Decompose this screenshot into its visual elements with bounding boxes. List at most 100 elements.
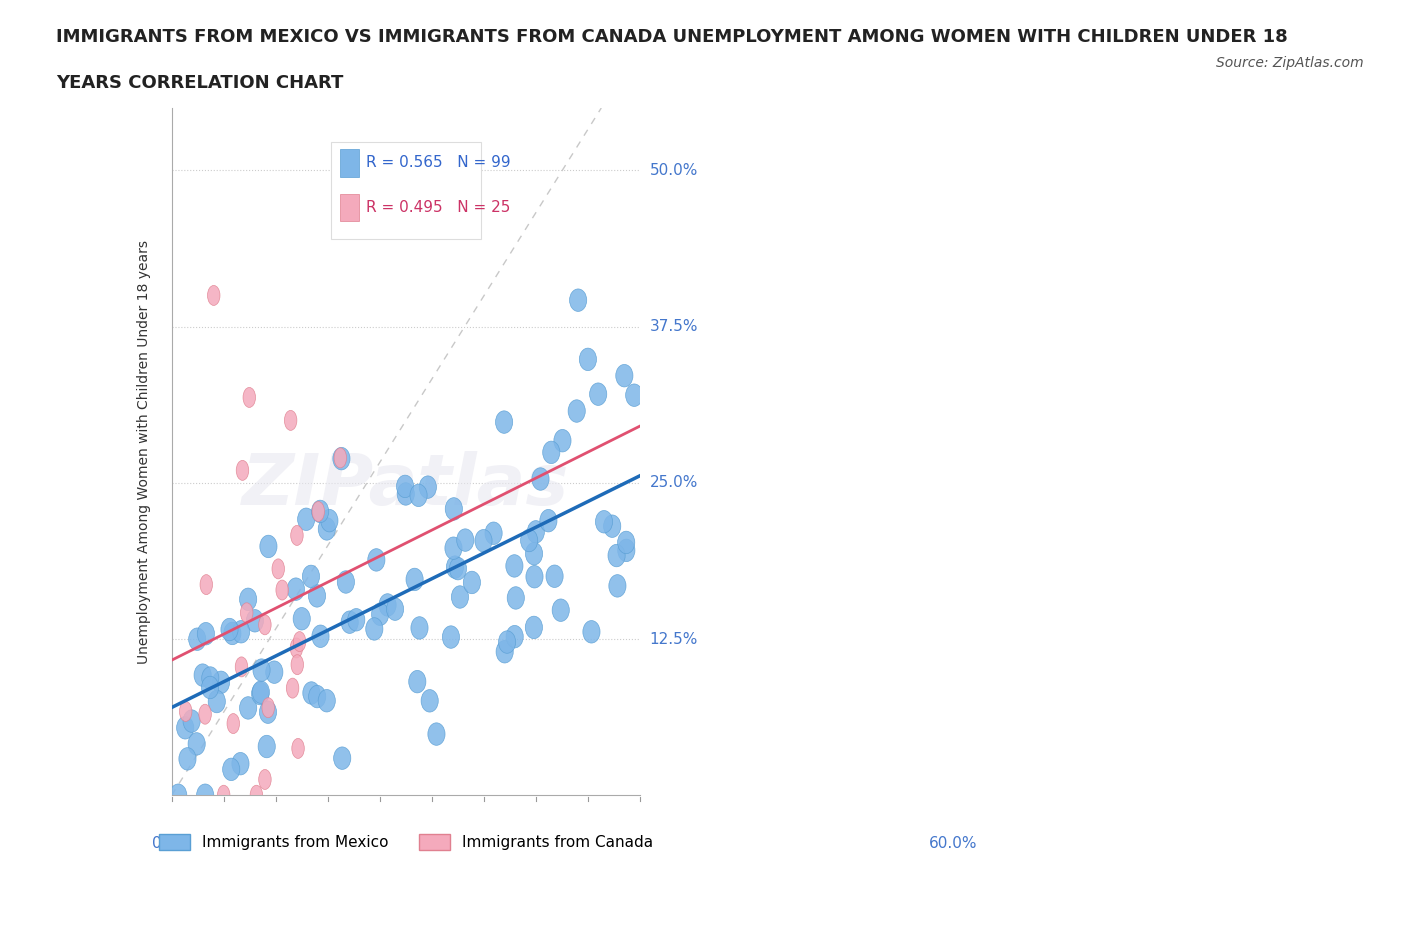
Text: Unemployment Among Women with Children Under 18 years: Unemployment Among Women with Children U… xyxy=(136,240,150,664)
Text: 25.0%: 25.0% xyxy=(650,475,697,490)
Ellipse shape xyxy=(457,529,474,551)
Ellipse shape xyxy=(232,620,250,643)
Ellipse shape xyxy=(291,525,304,545)
Ellipse shape xyxy=(626,384,643,406)
Ellipse shape xyxy=(366,618,382,640)
Ellipse shape xyxy=(318,689,336,712)
Ellipse shape xyxy=(347,608,364,631)
Ellipse shape xyxy=(540,510,557,532)
Ellipse shape xyxy=(239,697,257,719)
Text: 12.5%: 12.5% xyxy=(650,631,697,646)
Ellipse shape xyxy=(318,518,336,540)
Ellipse shape xyxy=(201,676,219,698)
Ellipse shape xyxy=(506,626,523,648)
Ellipse shape xyxy=(312,501,325,522)
Ellipse shape xyxy=(201,667,219,689)
Ellipse shape xyxy=(450,557,467,580)
Ellipse shape xyxy=(526,542,543,565)
Ellipse shape xyxy=(411,617,427,639)
Ellipse shape xyxy=(342,611,359,633)
Ellipse shape xyxy=(224,622,240,644)
Ellipse shape xyxy=(337,571,354,593)
Ellipse shape xyxy=(333,747,352,769)
Ellipse shape xyxy=(527,521,544,543)
Ellipse shape xyxy=(218,785,231,805)
Ellipse shape xyxy=(589,383,607,405)
Ellipse shape xyxy=(292,738,304,758)
Ellipse shape xyxy=(308,685,326,708)
Text: IMMIGRANTS FROM MEXICO VS IMMIGRANTS FROM CANADA UNEMPLOYMENT AMONG WOMEN WITH C: IMMIGRANTS FROM MEXICO VS IMMIGRANTS FRO… xyxy=(56,28,1288,46)
Ellipse shape xyxy=(232,752,249,775)
Ellipse shape xyxy=(208,286,219,305)
Ellipse shape xyxy=(235,657,247,677)
Ellipse shape xyxy=(308,585,326,607)
Ellipse shape xyxy=(208,690,225,712)
Ellipse shape xyxy=(259,769,271,790)
Ellipse shape xyxy=(243,388,256,407)
Ellipse shape xyxy=(260,535,277,558)
Ellipse shape xyxy=(444,537,463,560)
Ellipse shape xyxy=(506,554,523,578)
Ellipse shape xyxy=(520,529,537,551)
Ellipse shape xyxy=(526,617,543,639)
Ellipse shape xyxy=(595,511,613,533)
Ellipse shape xyxy=(253,658,270,682)
Ellipse shape xyxy=(180,701,191,722)
Ellipse shape xyxy=(419,476,436,498)
Ellipse shape xyxy=(292,607,311,630)
Ellipse shape xyxy=(250,785,263,805)
Ellipse shape xyxy=(380,593,396,617)
Ellipse shape xyxy=(617,531,634,553)
Ellipse shape xyxy=(396,483,415,505)
Text: ZIPatlas: ZIPatlas xyxy=(242,451,569,521)
Ellipse shape xyxy=(443,626,460,648)
Ellipse shape xyxy=(607,544,626,566)
Ellipse shape xyxy=(271,559,284,578)
Ellipse shape xyxy=(406,568,423,591)
Ellipse shape xyxy=(427,723,446,745)
Ellipse shape xyxy=(451,586,468,608)
Ellipse shape xyxy=(221,618,238,641)
Ellipse shape xyxy=(222,758,240,780)
Ellipse shape xyxy=(609,575,626,597)
Ellipse shape xyxy=(266,661,283,684)
Ellipse shape xyxy=(291,655,304,674)
Ellipse shape xyxy=(411,485,427,507)
Ellipse shape xyxy=(259,736,276,758)
Ellipse shape xyxy=(446,556,464,578)
Ellipse shape xyxy=(616,365,633,387)
FancyBboxPatch shape xyxy=(340,149,359,177)
Ellipse shape xyxy=(170,784,187,806)
Ellipse shape xyxy=(188,733,205,755)
Ellipse shape xyxy=(569,289,586,312)
Ellipse shape xyxy=(212,671,229,694)
Ellipse shape xyxy=(371,603,389,626)
Text: R = 0.495   N = 25: R = 0.495 N = 25 xyxy=(366,200,510,215)
Ellipse shape xyxy=(240,603,253,623)
Ellipse shape xyxy=(420,689,439,712)
Ellipse shape xyxy=(526,565,543,588)
Ellipse shape xyxy=(543,441,560,463)
FancyBboxPatch shape xyxy=(330,142,481,239)
Legend: Immigrants from Mexico, Immigrants from Canada: Immigrants from Mexico, Immigrants from … xyxy=(153,828,659,857)
Ellipse shape xyxy=(198,704,211,724)
Ellipse shape xyxy=(446,498,463,520)
Ellipse shape xyxy=(396,475,413,498)
Ellipse shape xyxy=(236,460,249,481)
Ellipse shape xyxy=(197,622,215,644)
Ellipse shape xyxy=(194,664,211,686)
Ellipse shape xyxy=(200,575,212,594)
Text: R = 0.565   N = 99: R = 0.565 N = 99 xyxy=(366,155,510,170)
Ellipse shape xyxy=(583,620,600,643)
Ellipse shape xyxy=(368,549,385,571)
Ellipse shape xyxy=(302,565,319,588)
Ellipse shape xyxy=(290,638,302,658)
Ellipse shape xyxy=(262,698,274,718)
Ellipse shape xyxy=(276,580,288,600)
Ellipse shape xyxy=(495,411,513,433)
Ellipse shape xyxy=(177,716,194,739)
Ellipse shape xyxy=(298,508,315,530)
Ellipse shape xyxy=(294,631,307,652)
Ellipse shape xyxy=(546,565,564,588)
Text: 0.0%: 0.0% xyxy=(152,836,191,852)
